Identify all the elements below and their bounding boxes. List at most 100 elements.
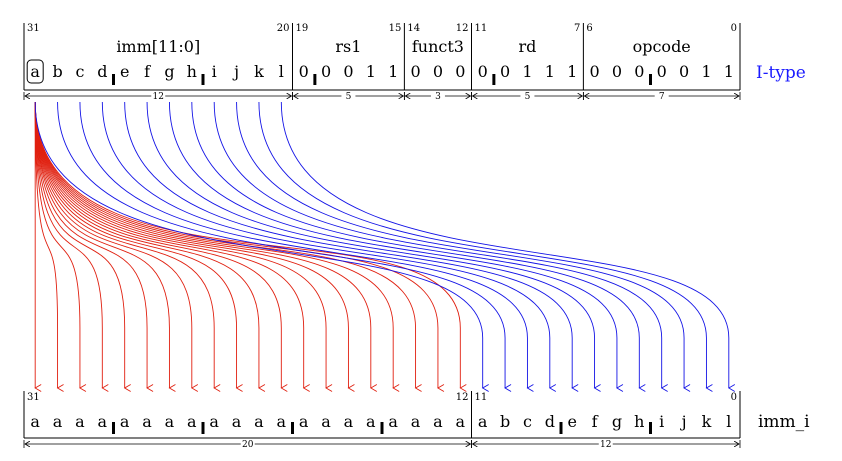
bottom-field-1-bit-10: k (702, 412, 712, 431)
bottom-field-1-bit-2: c (523, 412, 532, 431)
top-field-0-width: 12 (153, 92, 164, 102)
i-type-label: I-type (756, 63, 806, 83)
bottom-field-0-bit-16: a (388, 412, 398, 431)
bottom-field-0-bit-13: a (321, 412, 331, 431)
top-field-3-bit-3: 1 (545, 62, 555, 81)
top-field-4-lo-bit: 0 (731, 23, 737, 34)
top-field-0-bit-10: k (254, 62, 264, 81)
top-field-2-name: funct3 (412, 37, 464, 56)
imm-copy-arrow (101, 101, 557, 392)
top-field-4-bit-5: 1 (701, 62, 711, 81)
top-field-2-bit-0: 0 (410, 62, 420, 81)
sign-extend-arrow (34, 101, 288, 392)
top-field-1-name: rs1 (335, 37, 361, 56)
top-field-0-lo-bit: 20 (277, 23, 290, 34)
top-field-0-bit-0: a (30, 62, 40, 81)
bottom-field-0-bit-15: a (366, 412, 376, 431)
top-field-1-bit-1: 0 (321, 62, 331, 81)
sign-extend-arrow (34, 101, 355, 392)
bottom-field-0-bit-17: a (411, 412, 421, 431)
bottom-field-0-width: 20 (242, 440, 254, 450)
bottom-field-0-bit-2: a (75, 412, 85, 431)
top-field-0-bit-1: b (52, 62, 62, 81)
top-field-0-bit-7: h (187, 62, 197, 81)
top-field-0-bit-5: f (144, 62, 151, 81)
sign-bit-highlight (26, 59, 44, 84)
bottom-field-1-bit-8: i (659, 412, 664, 431)
top-field-0-hi-bit: 31 (27, 23, 40, 34)
bottom-field-1-bit-9: j (680, 412, 687, 431)
bottom-field-0-bit-0: a (30, 412, 40, 431)
arrow-layer (34, 101, 736, 392)
sign-extend-arrow (34, 101, 243, 392)
bottom-field-1-bit-4: e (567, 412, 576, 431)
top-field-2-bit-1: 0 (433, 62, 443, 81)
bottom-field-0-bit-5: a (142, 412, 152, 431)
sign-extend-arrow (34, 101, 176, 392)
top-field-3-bit-1: 0 (500, 62, 510, 81)
sign-extend-arrow (34, 101, 378, 392)
imm-copy-arrow (191, 101, 646, 392)
bottom-field-0-bit-18: a (433, 412, 443, 431)
sign-extend-arrow (34, 101, 131, 392)
bottom-field-1-bit-7: h (634, 412, 644, 431)
bottom-field-0-bit-14: a (344, 412, 354, 431)
top-field-4-hi-bit: 6 (586, 23, 592, 34)
top-field-4-bit-0: 0 (589, 62, 599, 81)
bottom-field-1-bit-11: l (726, 412, 731, 431)
top-field-0-bit-9: j (232, 62, 239, 81)
imm-copy-arrow (57, 101, 512, 392)
bottom-field-0-bit-19: a (456, 412, 466, 431)
top-field-3-lo-bit: 7 (574, 23, 580, 34)
sign-extend-arrow (34, 101, 199, 392)
bottom-field-1-bit-1: b (500, 412, 510, 431)
imm-i-label: imm_i (758, 412, 810, 432)
top-field-1-bit-2: 0 (343, 62, 353, 81)
top-field-3-name: rd (518, 37, 536, 56)
sign-extend-arrow (34, 101, 422, 392)
top-field-2-hi-bit: 14 (407, 23, 420, 34)
top-field-2-lo-bit: 12 (456, 23, 469, 34)
top-field-3-bit-0: 0 (478, 62, 488, 81)
top-field-4-bit-2: 0 (634, 62, 644, 81)
bottom-field-0-bit-7: a (187, 412, 197, 431)
top-field-3-hi-bit: 11 (475, 23, 488, 34)
imm-copy-arrow (124, 101, 579, 392)
top-field-4-bit-6: 1 (724, 62, 734, 81)
bottom-field-1-lo-bit: 0 (731, 392, 737, 403)
imm-copy-arrow (213, 101, 668, 392)
bottom-field-0-bit-1: a (53, 412, 63, 431)
top-field-0-bit-8: i (212, 62, 217, 81)
sign-extend-arrow (34, 101, 266, 392)
bottom-field-0-bit-11: a (277, 412, 287, 431)
imm-copy-arrow (280, 101, 736, 392)
imm-copy-arrow (34, 101, 489, 392)
sign-extend-arrow (34, 101, 221, 392)
top-field-1-hi-bit: 19 (296, 23, 309, 34)
top-field-3-width: 5 (525, 92, 531, 102)
bottom-field-0-bit-12: a (299, 412, 309, 431)
bottom-field-0-bit-10: a (254, 412, 264, 431)
bottom-field-0-bit-9: a (232, 412, 242, 431)
imm-copy-arrow (79, 101, 534, 392)
top-field-0-bit-6: g (164, 62, 174, 81)
bottom-field-0-bit-6: a (165, 412, 175, 431)
sign-extend-arrow (34, 101, 445, 392)
imm-copy-arrow (258, 101, 713, 392)
sign-extend-arrow (34, 101, 467, 392)
bottom-field-1-width: 12 (600, 440, 611, 450)
top-field-0-name: imm[11:0] (116, 37, 200, 56)
bottom-field-1-bit-3: d (545, 412, 555, 431)
imm-copy-arrow (168, 101, 624, 392)
top-field-3-bit-4: 1 (567, 62, 577, 81)
top-field-4-bit-3: 0 (657, 62, 667, 81)
sign-extend-arrow (34, 101, 310, 392)
bottom-field-1-hi-bit: 11 (475, 392, 488, 403)
bottom-field-1-bit-5: f (592, 412, 599, 431)
bottom-field-0-lo-bit: 12 (456, 392, 469, 403)
top-field-2-bit-2: 0 (455, 62, 465, 81)
